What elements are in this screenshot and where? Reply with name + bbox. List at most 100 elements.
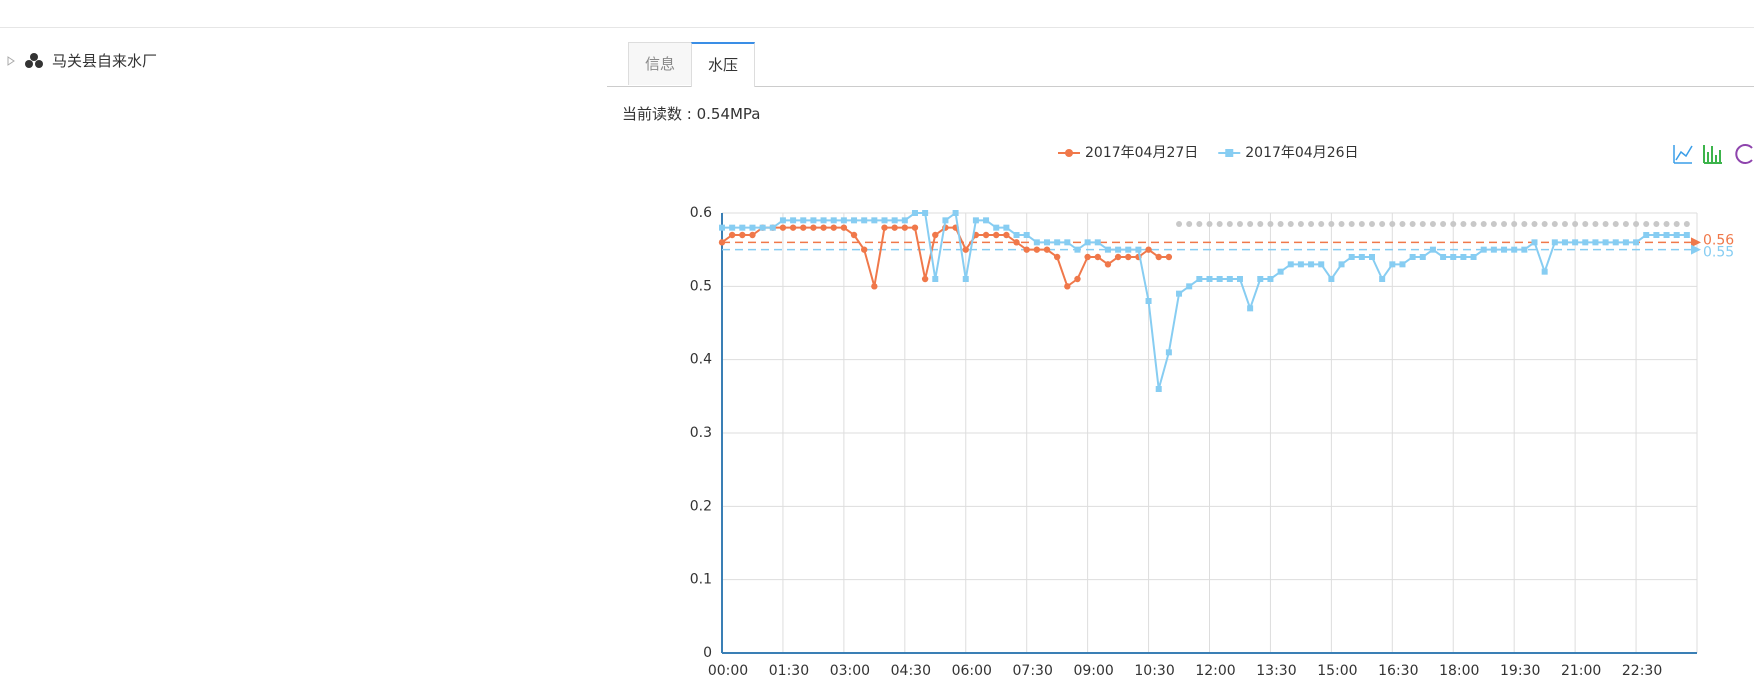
legend-label: 2017年04月27日 <box>1085 145 1198 161</box>
point <box>1440 254 1447 260</box>
point <box>1176 290 1183 297</box>
point <box>810 217 817 224</box>
point <box>779 224 787 231</box>
point <box>820 224 827 231</box>
point <box>1084 253 1091 261</box>
point <box>1216 276 1223 282</box>
legend-item[interactable]: 2017年04月26日 <box>1218 145 1359 161</box>
point <box>1206 221 1213 227</box>
x-tick-label: 19:30 <box>1500 663 1540 679</box>
x-tick-label: 07:30 <box>1013 663 1053 679</box>
point <box>1572 221 1579 227</box>
point <box>820 217 827 224</box>
point <box>1115 246 1122 253</box>
point <box>800 217 807 224</box>
point <box>1023 246 1030 253</box>
point <box>1521 246 1528 253</box>
point <box>1501 221 1508 227</box>
point <box>1419 254 1426 260</box>
expand-arrow[interactable] <box>6 55 16 67</box>
x-tick-label: 16:30 <box>1378 663 1418 679</box>
point <box>942 217 949 224</box>
tab[interactable]: 信息 <box>628 42 692 85</box>
point <box>1470 254 1477 260</box>
point <box>769 224 776 231</box>
point <box>749 224 756 231</box>
tree-icon <box>25 52 43 68</box>
x-tick-label: 12:00 <box>1195 663 1235 679</box>
x-tick-label: 09:00 <box>1073 663 1113 679</box>
x-tick-label: 22:30 <box>1622 663 1662 679</box>
point <box>759 224 766 231</box>
point <box>1348 254 1355 260</box>
x-tick-label: 15:00 <box>1317 663 1357 679</box>
point <box>1389 261 1396 268</box>
point <box>922 210 929 216</box>
point <box>1267 276 1274 282</box>
point <box>1419 221 1426 227</box>
point <box>1328 221 1335 227</box>
point <box>1653 221 1660 227</box>
point <box>840 217 847 224</box>
tree-label[interactable]: 马关县自来水厂 <box>52 52 158 70</box>
point <box>1236 221 1243 227</box>
legend-item[interactable]: 2017年04月27日 <box>1058 145 1198 161</box>
x-tick-label: 06:00 <box>952 663 992 679</box>
point <box>1287 221 1294 227</box>
tab-active[interactable]: 水压 <box>691 42 755 87</box>
point <box>1521 221 1528 227</box>
point <box>860 246 868 253</box>
point <box>1511 221 1518 227</box>
point <box>1104 261 1112 268</box>
point <box>1531 239 1538 246</box>
tab-bar: 信息 水压 <box>607 42 1754 87</box>
point <box>1033 239 1040 246</box>
series-line <box>722 211 1687 390</box>
point <box>1287 261 1294 268</box>
x-tick-label: 10:30 <box>1134 663 1174 679</box>
point <box>1318 261 1325 268</box>
point <box>840 224 848 231</box>
point <box>1277 221 1284 227</box>
point <box>1602 221 1609 227</box>
mark-line-arrow <box>1691 237 1701 248</box>
point <box>1033 246 1041 253</box>
point <box>1369 221 1375 227</box>
point <box>1592 239 1599 246</box>
point <box>911 224 919 231</box>
point <box>1257 221 1264 227</box>
point <box>962 246 969 253</box>
point <box>718 239 726 246</box>
point <box>1683 221 1690 227</box>
point <box>1226 221 1233 227</box>
point <box>901 224 909 231</box>
point <box>851 217 858 224</box>
refresh-button[interactable] <box>1735 144 1753 164</box>
point <box>1257 276 1264 282</box>
point <box>1511 246 1518 253</box>
y-tick-label: 0.6 <box>690 205 712 221</box>
point <box>1094 239 1101 246</box>
point <box>1328 276 1335 282</box>
point <box>1369 254 1375 260</box>
point <box>1440 221 1447 227</box>
point <box>1318 221 1325 227</box>
bar-chart-button[interactable] <box>1702 143 1724 165</box>
point <box>1409 221 1416 227</box>
point <box>1551 239 1558 246</box>
legend-marker <box>1225 149 1234 157</box>
point <box>1633 221 1640 227</box>
tree-node[interactable]: 马关县自来水厂 <box>6 50 157 71</box>
point <box>1104 246 1111 253</box>
point <box>1490 246 1497 253</box>
point <box>1297 221 1304 227</box>
point <box>1135 246 1142 253</box>
point <box>1379 276 1386 282</box>
point <box>952 210 959 216</box>
point <box>1429 221 1436 227</box>
point <box>1450 221 1457 227</box>
point <box>972 217 979 224</box>
line-chart-button[interactable] <box>1672 143 1694 165</box>
point <box>800 224 807 231</box>
point <box>1429 246 1436 253</box>
